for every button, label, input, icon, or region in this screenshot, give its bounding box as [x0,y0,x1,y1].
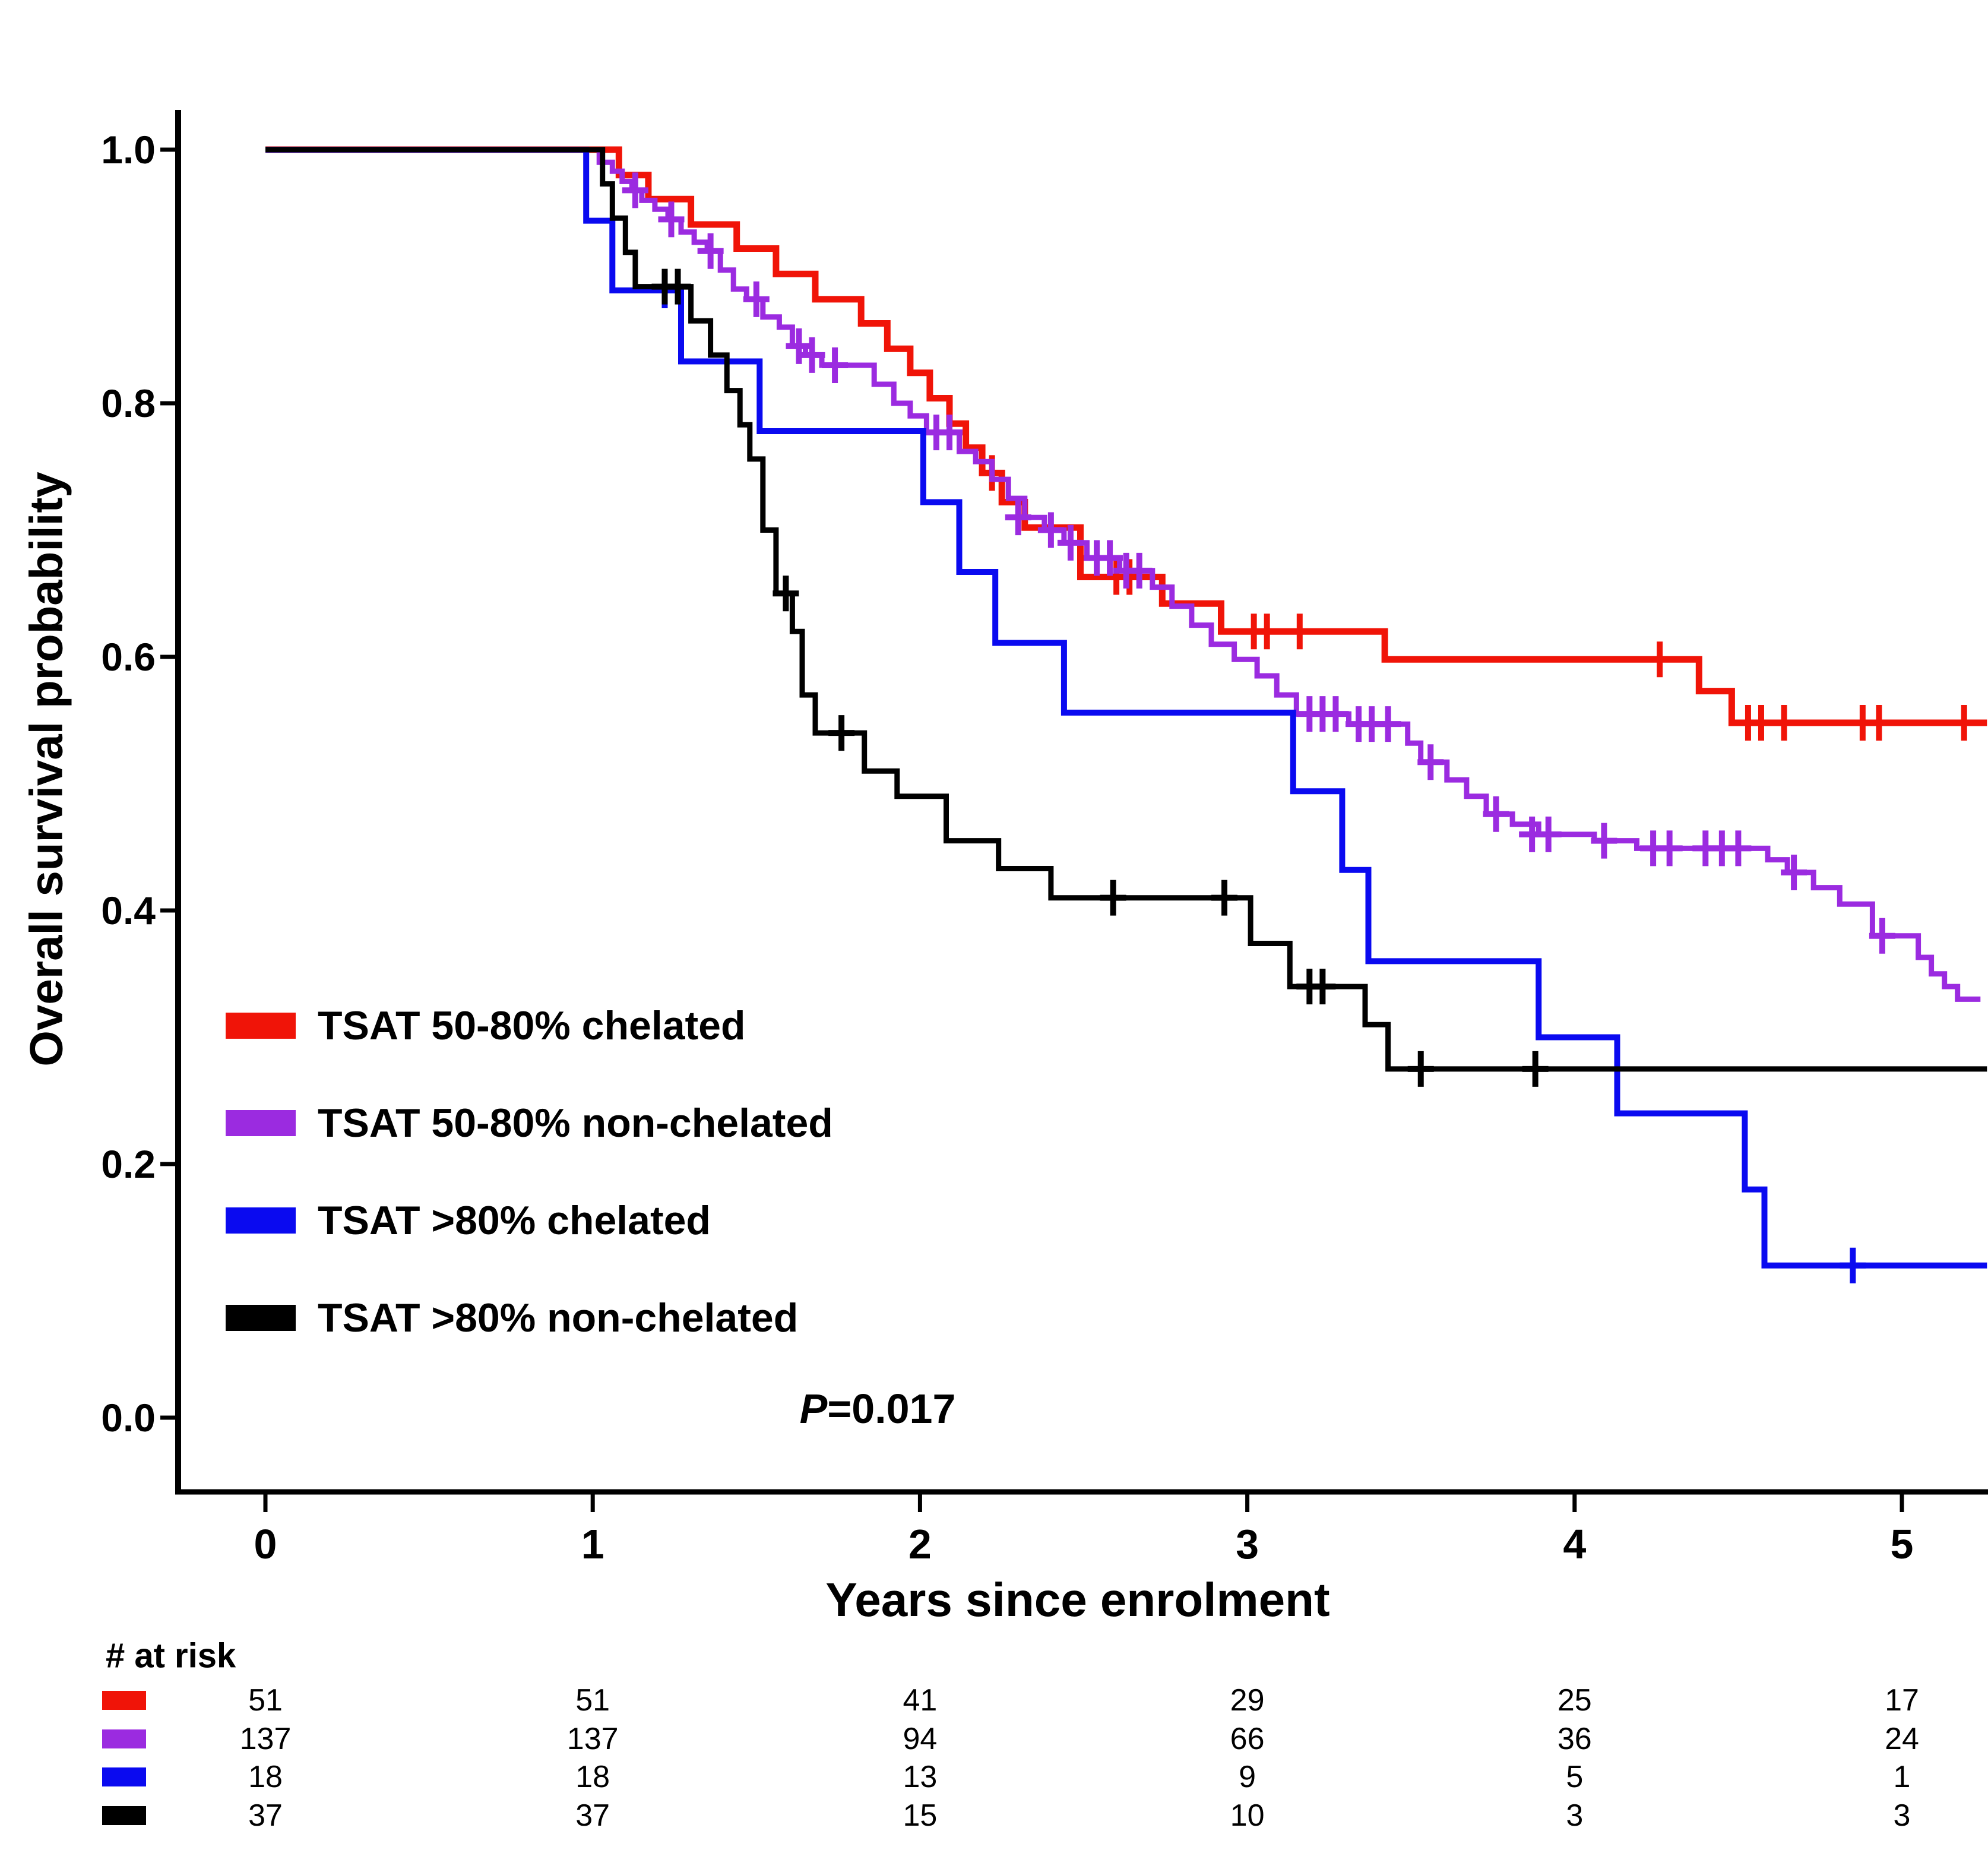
risk-count-row2-year3: 66 [1230,1721,1265,1756]
risk-count-row1-year0: 51 [248,1683,283,1718]
legend-swatch-3 [226,1207,296,1234]
risk-count-row1-year1: 51 [575,1683,610,1718]
y-axis-title: Overall survival probability [20,472,72,1067]
risk-count-row2-year1: 137 [566,1721,619,1756]
risk-count-row2-year5: 24 [1885,1721,1919,1756]
risk-count-row4-year2: 15 [903,1798,938,1833]
y-tick-label-0.0: 0.0 [101,1396,156,1440]
y-tick-label-0.2: 0.2 [101,1142,156,1186]
x-tick-label-0: 0 [254,1521,277,1567]
legend-label-3: TSAT >80% chelated [318,1198,711,1243]
risk-table-title: # at risk [106,1636,236,1675]
risk-count-row1-year4: 25 [1557,1683,1592,1718]
p-value-annotation: P=0.017 [800,1385,956,1433]
risk-count-row2-year4: 36 [1557,1721,1592,1756]
risk-count-row3-year5: 1 [1893,1760,1911,1794]
risk-count-row1-year5: 17 [1885,1683,1919,1718]
x-tick-label-5: 5 [1890,1521,1914,1567]
risk-row-swatch-3 [102,1767,146,1786]
risk-count-row3-year1: 18 [575,1760,610,1794]
risk-count-row4-year5: 3 [1893,1798,1911,1833]
km-curve-1-tsat-50-80-chelated [265,146,1987,726]
x-tick-label-4: 4 [1563,1521,1587,1567]
risk-count-row1-year3: 29 [1230,1683,1265,1718]
risk-count-row2-year2: 94 [903,1721,938,1756]
legend-label-2: TSAT 50-80% non-chelated [318,1101,833,1146]
y-tick-label-1.0: 1.0 [101,128,156,172]
x-axis-title: Years since enrolment [825,1573,1330,1626]
risk-count-row4-year4: 3 [1566,1798,1584,1833]
x-tick-label-3: 3 [1236,1521,1259,1567]
legend-label-1: TSAT 50-80% chelated [318,1003,746,1048]
p-value-symbol: P [799,1386,828,1432]
km-curve-3-tsat-80-chelated [265,147,1987,1269]
legend-swatch-4 [226,1305,296,1331]
risk-count-row2-year0: 137 [239,1721,292,1756]
y-tick-label-0.6: 0.6 [101,635,156,679]
risk-count-row1-year2: 41 [903,1683,938,1718]
legend-swatch-1 [226,1013,296,1039]
risk-count-row4-year0: 37 [248,1798,283,1833]
risk-row-swatch-2 [102,1729,146,1748]
risk-row-swatch-1 [102,1691,146,1710]
risk-count-row4-year1: 37 [575,1798,610,1833]
risk-count-row3-year4: 5 [1566,1760,1584,1794]
km-curve-4-tsat-80-non-chelated [265,147,1987,1072]
legend-swatch-2 [226,1110,296,1136]
legend-label-4: TSAT >80% non-chelated [318,1295,799,1340]
y-tick-label-0.8: 0.8 [101,381,156,425]
risk-count-row4-year3: 10 [1230,1798,1265,1833]
risk-count-row3-year0: 18 [248,1760,283,1794]
risk-count-row3-year3: 9 [1239,1760,1256,1794]
y-tick-label-0.4: 0.4 [101,888,156,932]
x-tick-label-1: 1 [581,1521,604,1567]
risk-count-row3-year2: 13 [903,1760,938,1794]
p-value-number: =0.017 [827,1386,956,1432]
x-tick-label-2: 2 [908,1521,932,1567]
risk-row-swatch-4 [102,1805,146,1825]
